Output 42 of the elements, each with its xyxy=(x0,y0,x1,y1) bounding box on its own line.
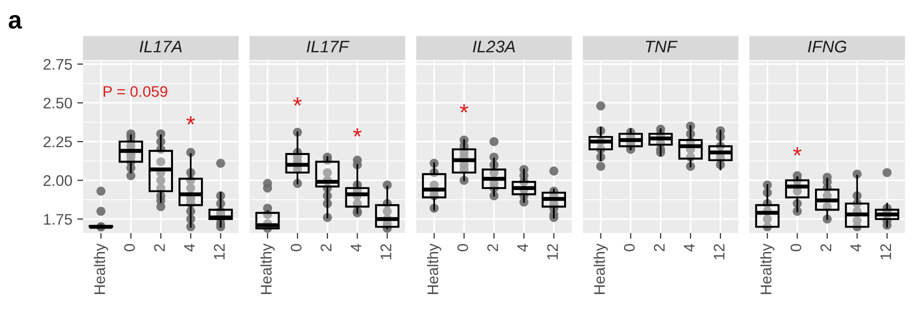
text: a xyxy=(8,15,22,29)
x-tick-label: 4 xyxy=(684,244,694,252)
chart-title: IL17F xyxy=(306,40,350,52)
x-tick-label: 0 xyxy=(790,244,802,252)
y-tick-label: 2.75 xyxy=(44,58,72,70)
annotation: * xyxy=(793,147,802,156)
x-tick-label: 2 xyxy=(487,244,498,252)
chart-title: IL23A xyxy=(472,40,515,52)
annotation: * xyxy=(460,104,468,112)
x-tick-label: 4 xyxy=(517,244,528,252)
x-tick-label: 12 xyxy=(380,244,392,260)
y-tick-label: 1.75 xyxy=(44,214,72,225)
y-tick-label: 2.50 xyxy=(44,98,72,109)
annotation: * xyxy=(293,97,302,106)
chart-title: IFNG xyxy=(808,40,846,52)
x-tick-label: 0 xyxy=(124,244,135,252)
x-tick-label: Healthy xyxy=(260,243,275,294)
x-tick-label: 0 xyxy=(457,244,468,252)
x-tick-label: Healthy xyxy=(594,243,608,294)
x-tick-label: Healthy xyxy=(94,243,108,294)
annotation: * xyxy=(186,116,195,125)
x-tick-label: Healthy xyxy=(760,243,774,294)
y-tick-label: 2.25 xyxy=(44,136,72,148)
chart-title: IL17A xyxy=(140,40,182,52)
y-tick-label: 2.00 xyxy=(44,175,72,186)
x-tick-label: 2 xyxy=(820,244,832,252)
x-tick-label: 0 xyxy=(624,244,635,252)
x-tick-label: 4 xyxy=(184,244,195,252)
x-tick-label: 12 xyxy=(214,244,225,260)
chart-title: TNF xyxy=(646,40,678,52)
annotation: * xyxy=(353,128,362,137)
x-tick-label: 0 xyxy=(290,244,302,252)
x-tick-label: 2 xyxy=(654,244,665,252)
x-tick-label: 2 xyxy=(320,244,332,252)
x-tick-label: 12 xyxy=(547,244,558,260)
x-tick-label: 4 xyxy=(850,244,862,252)
x-tick-label: 12 xyxy=(880,244,891,260)
x-tick-label: 12 xyxy=(714,244,724,260)
annotation: P = 0.059 xyxy=(104,86,168,97)
x-tick-label: Healthy xyxy=(427,243,442,294)
x-tick-label: 4 xyxy=(350,244,362,252)
x-tick-label: 2 xyxy=(154,244,165,252)
